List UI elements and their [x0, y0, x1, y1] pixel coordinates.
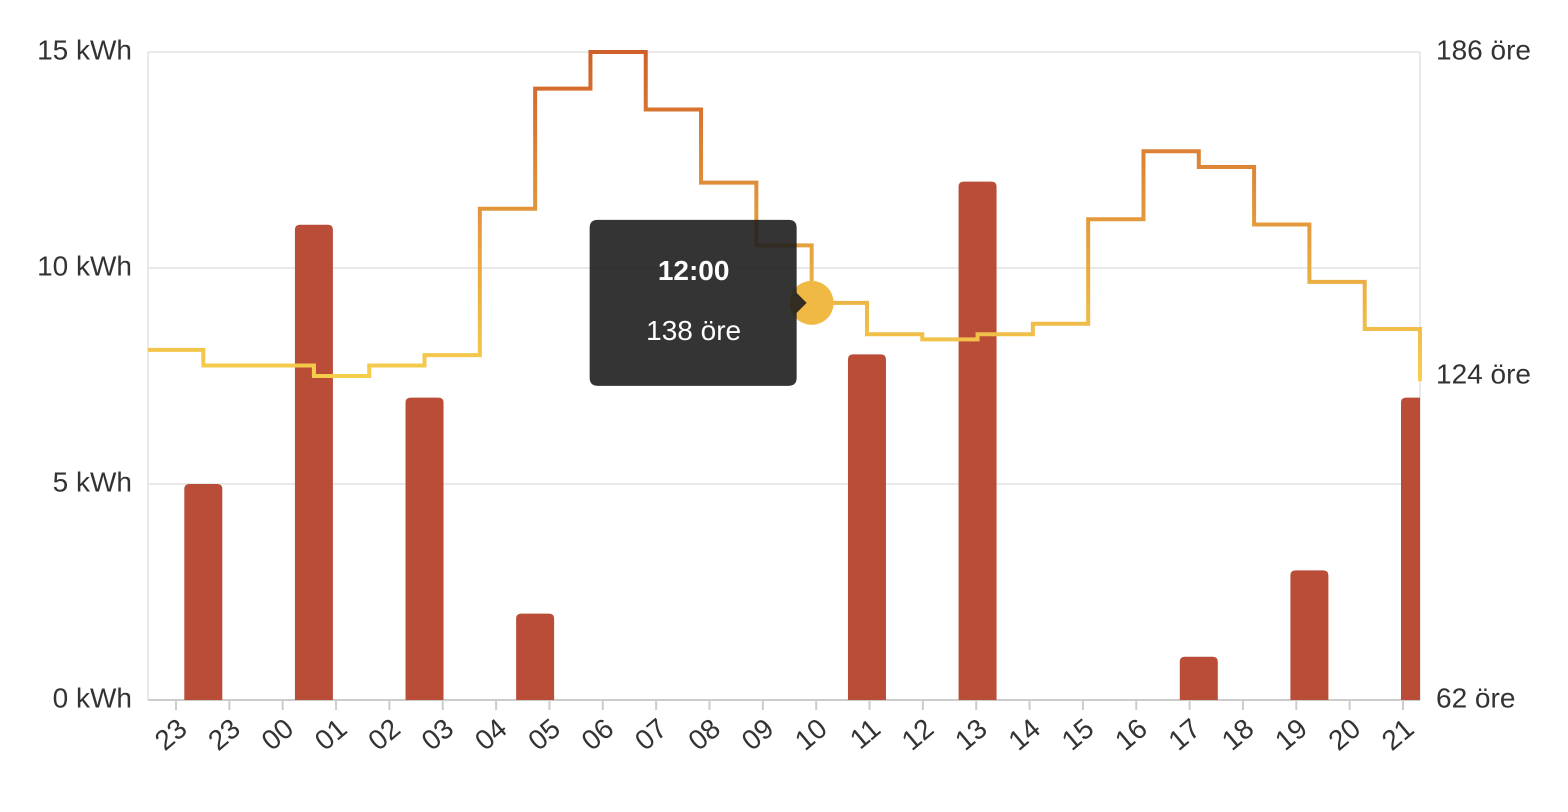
x-tick-label: 10 — [789, 713, 833, 757]
x-tick-label: 04 — [469, 713, 513, 757]
x-tick-label: 05 — [522, 713, 566, 757]
bar — [184, 484, 223, 700]
x-tick-label: 15 — [1056, 713, 1100, 757]
x-tick-label: 18 — [1216, 713, 1260, 757]
bar — [1401, 397, 1420, 700]
x-tick-label: 09 — [736, 713, 780, 757]
x-tick-label: 14 — [1002, 713, 1046, 757]
bars — [184, 181, 1420, 700]
y-tick-label: 0 kWh — [53, 682, 132, 713]
x-tick-label: 11 — [844, 713, 886, 755]
price-line — [148, 50, 1422, 382]
y2-tick-label: 62 öre — [1436, 682, 1515, 713]
x-tick-label: 03 — [416, 713, 460, 757]
hover-marker — [789, 280, 834, 325]
tooltip-box — [589, 219, 807, 386]
x-tick-label: 08 — [682, 713, 726, 757]
x-tick-label: 20 — [1322, 713, 1366, 757]
x-tick-label: 13 — [949, 713, 993, 757]
tooltip-title: 12:00 — [658, 255, 730, 286]
bar — [405, 397, 444, 700]
tooltip-label: 138 öre — [646, 315, 741, 346]
x-tick-label: 19 — [1269, 713, 1313, 757]
x-tick-label: 07 — [629, 713, 673, 757]
y2-tick-label: 186 öre — [1436, 34, 1531, 65]
y-tick-label: 5 kWh — [53, 466, 132, 497]
x-tick-label: 23 — [202, 713, 246, 757]
bar — [516, 613, 555, 700]
y2-tick-label: 124 öre — [1436, 358, 1531, 389]
bar — [958, 181, 997, 700]
y-tick-label: 10 kWh — [37, 250, 132, 281]
x-tick-label: 12 — [896, 713, 940, 757]
x-tick-label: 06 — [576, 713, 620, 757]
x-tick-label: 02 — [362, 713, 406, 757]
bar — [1179, 656, 1218, 700]
bar — [294, 224, 333, 700]
x-tick-label: 01 — [309, 713, 353, 757]
x-tick-label: 21 — [1376, 713, 1420, 757]
x-tick-label: 00 — [256, 713, 300, 757]
bar — [847, 354, 886, 700]
x-tick-label: 17 — [1162, 713, 1206, 757]
y-tick-label: 15 kWh — [37, 34, 132, 65]
x-tick-label: 23 — [149, 713, 193, 757]
bar — [1290, 570, 1329, 700]
x-tick-label: 16 — [1109, 713, 1153, 757]
